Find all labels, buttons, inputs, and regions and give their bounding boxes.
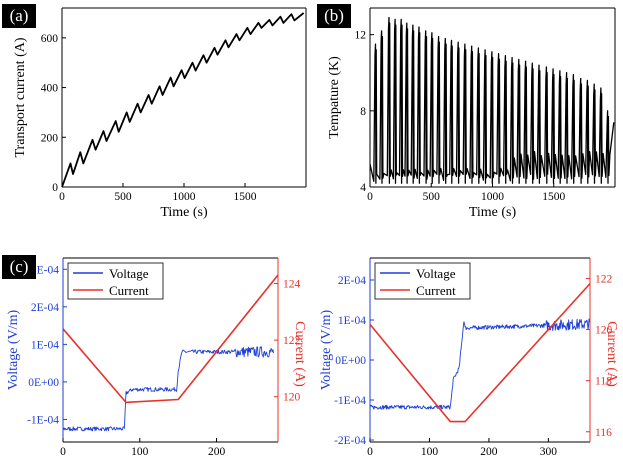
x-tick-label: 200 <box>480 446 498 457</box>
y-axis-title-voltage: Voltage (V/m) <box>6 310 21 391</box>
x-tick-label: 1500 <box>234 191 257 203</box>
y-tick-label: 2E-04 <box>31 302 59 314</box>
y-axis-title-b: Tempature (K) <box>327 56 342 139</box>
y-tick-label: 8 <box>360 106 366 118</box>
x-tick-label: 1000 <box>173 191 196 203</box>
x-tick-label: 1000 <box>481 191 504 203</box>
panel-tag-b: (b) <box>317 4 351 28</box>
y-axis-title-voltage: Voltage (V/m) <box>319 310 334 391</box>
series-line-current <box>369 283 591 423</box>
panel-tag-c: (c) <box>2 255 36 279</box>
series-line-voltage <box>62 346 274 432</box>
series-line-a <box>61 12 305 188</box>
y-tick-label: 2E-04 <box>338 275 366 287</box>
x-tick-label: 1500 <box>542 191 565 203</box>
x-tick-label: 500 <box>114 191 132 203</box>
y2-tick-label: 124 <box>283 278 301 290</box>
legend-box <box>374 262 471 300</box>
x-tick-label: 500 <box>423 191 441 203</box>
x-tick-label: 0 <box>60 446 66 457</box>
y-tick-label: 1E-04 <box>338 315 366 327</box>
series-line-current <box>62 274 279 404</box>
y-tick-label: -1E-04 <box>334 395 366 407</box>
legend-label-voltage: Voltage <box>109 266 149 281</box>
x-tick-label: 0 <box>367 191 373 203</box>
legend-box <box>67 262 164 300</box>
y-axis-title-current: Current (A) <box>292 321 307 387</box>
y-tick-label: 0E+00 <box>335 355 366 367</box>
legend-label-current: Current <box>416 283 456 298</box>
y2-tick-label: 120 <box>595 325 613 337</box>
x-axis-title-a: Time (s) <box>160 205 208 220</box>
x-axis-title-b: Time (s) <box>469 205 517 220</box>
y-axis-title-a: Transport current (A) <box>13 37 28 157</box>
y2-tick-label: 122 <box>595 273 613 285</box>
y-tick-label: 400 <box>41 83 59 95</box>
series-line-b <box>369 16 615 184</box>
y-axis-title-current: Current (A) <box>604 321 619 387</box>
x-tick-label: 100 <box>131 446 149 457</box>
y-tick-label: -1E-04 <box>27 414 59 426</box>
y2-tick-label: 116 <box>595 427 612 439</box>
legend-label-current: Current <box>109 283 149 298</box>
y-tick-label: 1E-04 <box>31 339 59 351</box>
x-tick-label: 300 <box>540 446 558 457</box>
x-tick-label: 0 <box>59 191 65 203</box>
y-tick-label: 12 <box>355 30 367 42</box>
y2-tick-label: 122 <box>283 335 301 347</box>
panel-tag-a: (a) <box>2 4 36 28</box>
y2-tick-label: 120 <box>283 392 301 404</box>
y-tick-label: 600 <box>41 33 59 45</box>
x-tick-label: 0 <box>367 446 373 457</box>
y2-tick-label: 118 <box>595 376 612 388</box>
y-tick-label: 200 <box>41 132 59 144</box>
legend-label-voltage: Voltage <box>416 266 456 281</box>
y-tick-label: 0 <box>52 182 58 194</box>
x-tick-label: 100 <box>421 446 439 457</box>
y-tick-label: 4 <box>360 182 366 194</box>
y-tick-label: 3E-04 <box>31 264 59 276</box>
x-tick-label: 200 <box>208 446 226 457</box>
y-tick-label: -2E-04 <box>334 435 366 447</box>
y-tick-label: 0E+00 <box>28 377 59 389</box>
series-line-voltage <box>369 318 590 410</box>
